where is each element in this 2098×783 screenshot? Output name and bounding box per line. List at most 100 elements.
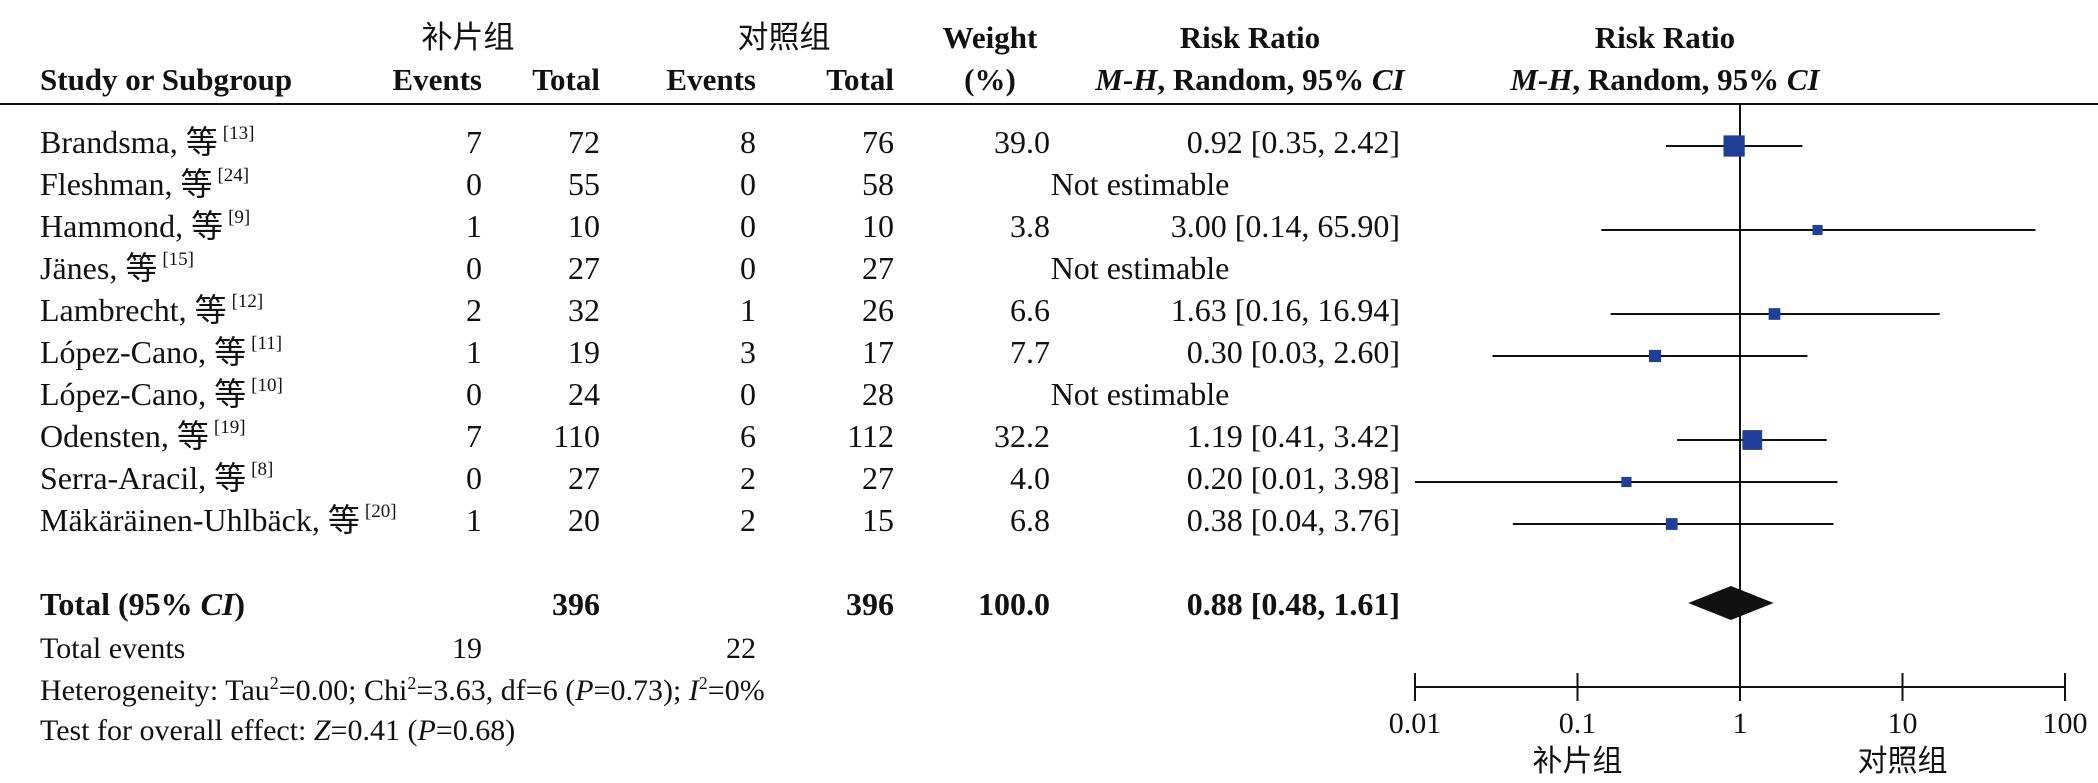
effect-marker bbox=[1723, 135, 1745, 157]
ctl-events: 8 bbox=[740, 124, 756, 160]
exp-total: 24 bbox=[568, 376, 600, 412]
exp-events: 0 bbox=[466, 166, 482, 202]
exp-events: 1 bbox=[466, 502, 482, 538]
effect-marker bbox=[1768, 308, 1781, 320]
ctl-total: 10 bbox=[862, 208, 894, 244]
exp-total: 32 bbox=[568, 292, 600, 328]
risk-ratio-text: 0.38 [0.04, 3.76] bbox=[1186, 502, 1400, 538]
ctl-total: 27 bbox=[862, 460, 894, 496]
ctl-events: 0 bbox=[740, 166, 756, 202]
header-rule bbox=[0, 103, 2098, 105]
exp-total-header: Total bbox=[532, 62, 600, 97]
weight: 7.7 bbox=[1010, 334, 1050, 370]
ctl-total: 58 bbox=[862, 166, 894, 202]
total-weight: 100.0 bbox=[978, 586, 1050, 622]
weight-header-line1: Weight bbox=[942, 20, 1038, 55]
study-name: Lambrecht, 等 [12] bbox=[40, 291, 264, 328]
exp-events: 0 bbox=[466, 250, 482, 286]
risk-ratio-text: 0.92 [0.35, 2.42] bbox=[1186, 124, 1400, 160]
x-axis-tick-label: 100 bbox=[2043, 707, 2088, 740]
ctl-events: 6 bbox=[740, 418, 756, 454]
rr-plot-header-title: Risk Ratio bbox=[1594, 20, 1736, 55]
ctl-events: 0 bbox=[740, 376, 756, 412]
x-axis-tick-label: 0.1 bbox=[1559, 707, 1597, 740]
x-axis-tick-label: 1 bbox=[1733, 707, 1748, 740]
ctl-total: 112 bbox=[847, 418, 894, 454]
study-name: Mäkäräinen-Uhlbäck, 等 [20] bbox=[40, 501, 397, 538]
ctl-events: 3 bbox=[740, 334, 756, 370]
weight-header-line2: (%) bbox=[964, 62, 1016, 97]
risk-ratio-text: 3.00 [0.14, 65.90] bbox=[1170, 208, 1400, 244]
weight: 6.8 bbox=[1010, 502, 1050, 538]
risk-ratio-text: Not estimable bbox=[1050, 166, 1230, 202]
exp-total: 20 bbox=[568, 502, 600, 538]
exp-events: 7 bbox=[466, 124, 482, 160]
ctl-total: 15 bbox=[862, 502, 894, 538]
exp-events-header: Events bbox=[392, 62, 482, 97]
ctl-total: 17 bbox=[862, 334, 894, 370]
ctl-total-header: Total bbox=[826, 62, 894, 97]
ctl-total: 28 bbox=[862, 376, 894, 412]
weight: 4.0 bbox=[1010, 460, 1050, 496]
effect-marker bbox=[1812, 224, 1823, 236]
effect-marker bbox=[1648, 349, 1662, 363]
x-axis-tick-label: 0.01 bbox=[1389, 707, 1442, 740]
study-column-header: Study or Subgroup bbox=[40, 62, 293, 97]
effect-marker bbox=[1621, 476, 1632, 488]
study-name: Fleshman, 等 [24] bbox=[40, 165, 250, 202]
ctl-events: 1 bbox=[740, 292, 756, 328]
exp-events: 0 bbox=[466, 376, 482, 412]
total-events-ctl: 22 bbox=[726, 632, 756, 665]
risk-ratio-text: 0.20 [0.01, 3.98] bbox=[1186, 460, 1400, 496]
ctl-events: 2 bbox=[740, 502, 756, 538]
risk-ratio-text: 1.19 [0.41, 3.42] bbox=[1186, 418, 1400, 454]
exp-total: 10 bbox=[568, 208, 600, 244]
exp-events: 7 bbox=[466, 418, 482, 454]
ctl-events: 0 bbox=[740, 250, 756, 286]
risk-ratio-text: Not estimable bbox=[1050, 376, 1230, 412]
x-axis-label-right: 对照组 bbox=[1858, 744, 1948, 779]
ctl-total: 27 bbox=[862, 250, 894, 286]
study-name: Odensten, 等 [19] bbox=[40, 417, 246, 454]
overall-effect-text: Test for overall effect: Z=0.41 (P=0.68) bbox=[40, 714, 516, 747]
group-header-experimental: 补片组 bbox=[421, 20, 515, 55]
heterogeneity-text: Heterogeneity: Tau2=0.00; Chi2=3.63, df=… bbox=[40, 673, 765, 707]
study-name: Hammond, 等 [9] bbox=[40, 207, 251, 244]
exp-events: 0 bbox=[466, 460, 482, 496]
risk-ratio-text: Not estimable bbox=[1050, 250, 1230, 286]
study-name: Brandsma, 等 [13] bbox=[40, 123, 255, 160]
risk-ratio-text: 1.63 [0.16, 16.94] bbox=[1170, 292, 1400, 328]
exp-events: 1 bbox=[466, 334, 482, 370]
x-axis-label-left: 补片组 bbox=[1533, 744, 1623, 779]
ctl-events-header: Events bbox=[666, 62, 756, 97]
study-name: López-Cano, 等 [10] bbox=[40, 375, 283, 412]
total-exp-total: 396 bbox=[552, 586, 600, 622]
weight: 32.2 bbox=[994, 418, 1050, 454]
effect-marker bbox=[1742, 430, 1763, 450]
ctl-events: 2 bbox=[740, 460, 756, 496]
exp-total: 110 bbox=[553, 418, 600, 454]
weight: 6.6 bbox=[1010, 292, 1050, 328]
weight: 39.0 bbox=[994, 124, 1050, 160]
total-ctl-total: 396 bbox=[846, 586, 894, 622]
rr-plot-header-subtitle: M-H, Random, 95% CI bbox=[1510, 62, 1820, 97]
exp-total: 19 bbox=[568, 334, 600, 370]
exp-total: 55 bbox=[568, 166, 600, 202]
rr-text-header-title: Risk Ratio bbox=[1179, 20, 1321, 55]
exp-total: 27 bbox=[568, 250, 600, 286]
ctl-events: 0 bbox=[740, 208, 756, 244]
study-name: Serra-Aracil, 等 [8] bbox=[40, 459, 274, 496]
total-events-label: Total events bbox=[40, 632, 186, 665]
total-label: Total (95% CI) bbox=[40, 586, 246, 622]
rr-text-header-subtitle: M-H, Random, 95% CI bbox=[1095, 62, 1405, 97]
study-name: López-Cano, 等 [11] bbox=[40, 333, 283, 370]
ctl-total: 26 bbox=[862, 292, 894, 328]
risk-ratio-text: 0.30 [0.03, 2.60] bbox=[1186, 334, 1400, 370]
exp-total: 27 bbox=[568, 460, 600, 496]
group-header-control: 对照组 bbox=[737, 20, 831, 55]
study-name: Jänes, 等 [15] bbox=[40, 249, 194, 286]
exp-events: 1 bbox=[466, 208, 482, 244]
total-events-exp: 19 bbox=[452, 632, 482, 665]
x-axis-tick-label: 10 bbox=[1888, 707, 1918, 740]
